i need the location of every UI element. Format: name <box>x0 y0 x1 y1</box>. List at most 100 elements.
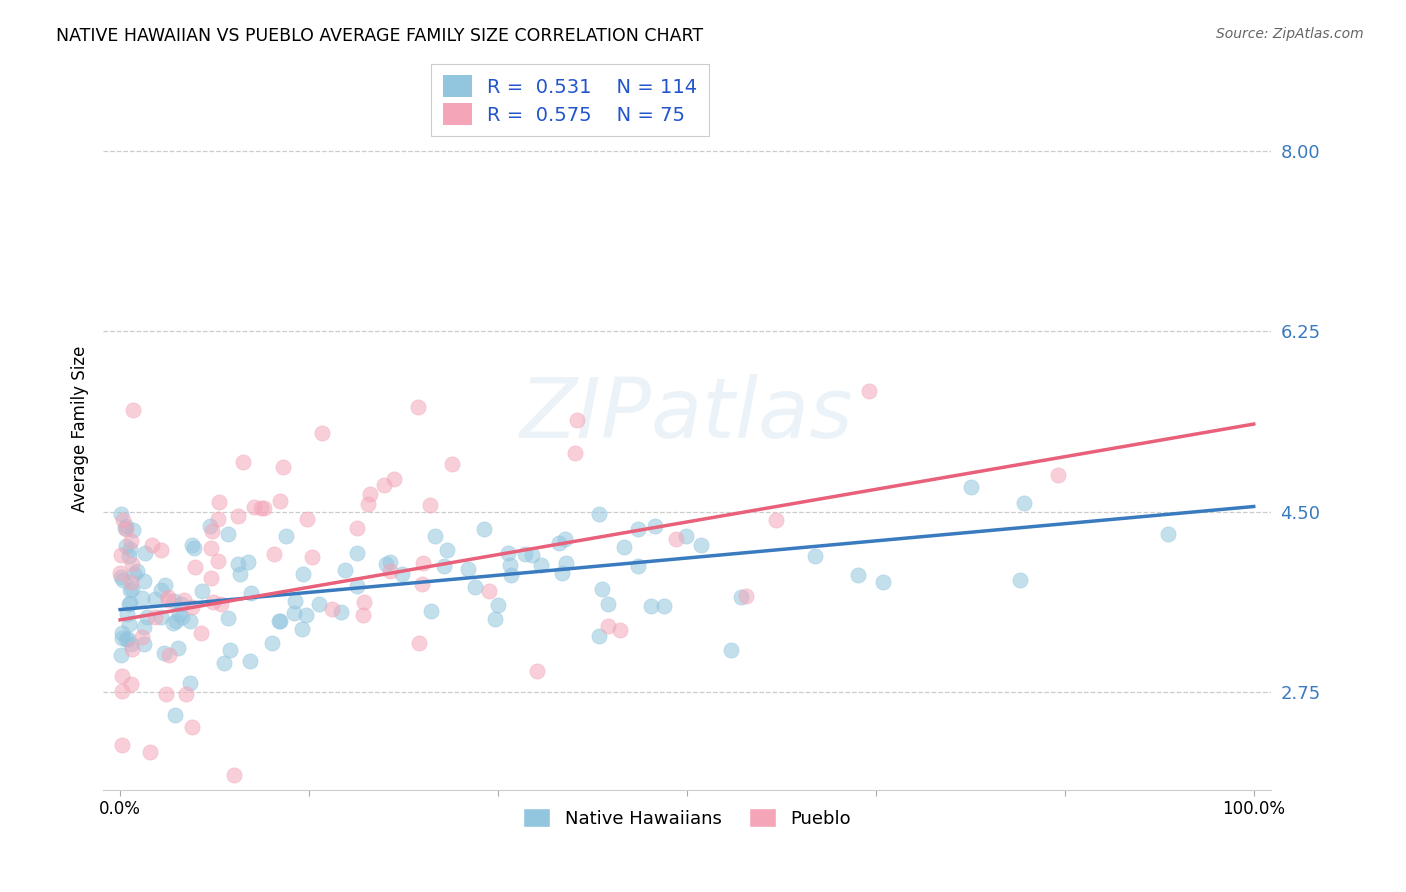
Point <box>640 599 662 614</box>
Point <box>240 585 263 599</box>
Point <box>526 664 548 678</box>
Text: Source: ZipAtlas.com: Source: ZipAtlas.com <box>1216 27 1364 41</box>
Point <box>111 684 134 698</box>
Point <box>157 593 180 607</box>
Point <box>121 402 143 417</box>
Point <box>180 538 202 552</box>
Point <box>301 549 323 564</box>
Point <box>436 543 458 558</box>
Point <box>143 610 166 624</box>
Point <box>163 593 186 607</box>
Point <box>121 557 143 571</box>
Point <box>111 738 134 752</box>
Point <box>765 513 787 527</box>
Point <box>291 622 314 636</box>
Point <box>250 500 273 515</box>
Point <box>464 580 486 594</box>
Point <box>555 557 578 571</box>
Point <box>120 574 142 589</box>
Point <box>149 543 172 558</box>
Point <box>269 614 291 628</box>
Point <box>190 626 212 640</box>
Point <box>110 549 132 563</box>
Point <box>236 555 259 569</box>
Point <box>735 589 758 603</box>
Point <box>212 656 235 670</box>
Point <box>125 564 148 578</box>
Point <box>478 584 501 599</box>
Point <box>111 669 134 683</box>
Point <box>554 533 576 547</box>
Point <box>201 524 224 539</box>
Point <box>134 574 156 589</box>
Point <box>720 642 742 657</box>
Point <box>627 559 650 574</box>
Point <box>115 539 138 553</box>
Point <box>174 687 197 701</box>
Point <box>117 632 139 646</box>
Point <box>131 630 153 644</box>
Point <box>121 582 143 596</box>
Point <box>591 582 613 596</box>
Point <box>200 541 222 555</box>
Point <box>501 568 523 582</box>
Point <box>226 557 249 571</box>
Point <box>292 567 315 582</box>
Point <box>499 558 522 572</box>
Point <box>253 501 276 516</box>
Text: ZIPatlas: ZIPatlas <box>520 375 853 455</box>
Point <box>283 606 305 620</box>
Point <box>496 546 519 560</box>
Point <box>412 556 434 570</box>
Point <box>179 675 201 690</box>
Point <box>378 555 401 569</box>
Point <box>276 529 298 543</box>
Point <box>181 600 204 615</box>
Point <box>120 533 142 548</box>
Point <box>308 598 330 612</box>
Point <box>1008 573 1031 587</box>
Point <box>472 522 495 536</box>
Y-axis label: Average Family Size: Average Family Size <box>72 346 89 512</box>
Point <box>269 494 291 508</box>
Point <box>271 459 294 474</box>
Point <box>121 523 143 537</box>
Point <box>229 566 252 581</box>
Point <box>652 599 675 614</box>
Point <box>219 643 242 657</box>
Point <box>141 538 163 552</box>
Point <box>162 616 184 631</box>
Point <box>263 547 285 561</box>
Point <box>330 605 353 619</box>
Point <box>520 549 543 563</box>
Point <box>239 654 262 668</box>
Point <box>118 617 141 632</box>
Point <box>118 597 141 611</box>
Point <box>550 566 572 581</box>
Point <box>115 522 138 536</box>
Point <box>373 478 395 492</box>
Point <box>202 594 225 608</box>
Point <box>132 637 155 651</box>
Point <box>135 609 157 624</box>
Point <box>488 599 510 613</box>
Point <box>530 558 553 572</box>
Point <box>846 567 869 582</box>
Point <box>352 607 374 622</box>
Point <box>284 594 307 608</box>
Point <box>173 592 195 607</box>
Point <box>690 538 713 552</box>
Point <box>675 529 697 543</box>
Point <box>207 511 229 525</box>
Point <box>117 549 139 564</box>
Point <box>120 637 142 651</box>
Point <box>155 578 177 592</box>
Point <box>118 596 141 610</box>
Point <box>353 595 375 609</box>
Point <box>346 546 368 560</box>
Point <box>132 620 155 634</box>
Point <box>110 570 132 584</box>
Point <box>122 567 145 582</box>
Point <box>121 642 143 657</box>
Point <box>609 623 631 637</box>
